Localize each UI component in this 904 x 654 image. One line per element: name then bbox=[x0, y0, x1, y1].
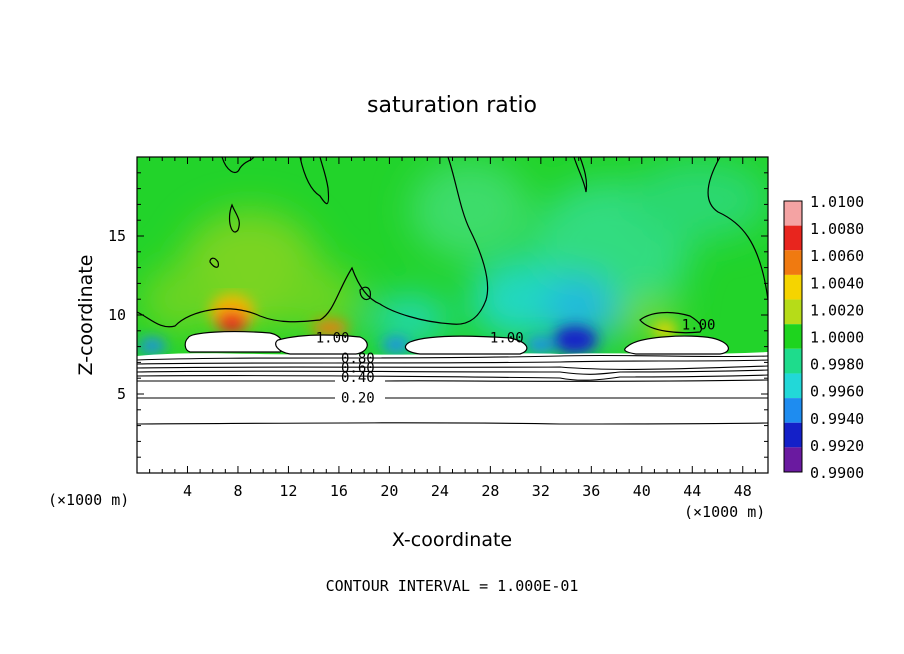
colorbar: 1.0100 1.0080 1.0060 1.0040 1.0020 1.0000 0.99… bbox=[783, 193, 864, 482]
colorbar-swatch bbox=[784, 299, 802, 325]
contour-lines bbox=[137, 157, 768, 334]
stable-contours bbox=[137, 354, 768, 425]
colorbar-swatch bbox=[784, 250, 802, 275]
x-unit-label: (×1000 m) bbox=[684, 503, 765, 521]
colorbar-label: 1.0060 bbox=[810, 247, 864, 265]
y-tick-label: 10 bbox=[108, 306, 126, 324]
x-tick-label: 4 bbox=[183, 482, 192, 500]
x-tick-label: 48 bbox=[734, 482, 752, 500]
field-hotspots bbox=[138, 294, 677, 354]
colorbar-label: 0.9980 bbox=[810, 356, 864, 374]
y-unit-label: (×1000 m) bbox=[48, 491, 129, 509]
colorbar-swatch bbox=[784, 422, 802, 448]
chart-title: saturation ratio bbox=[367, 93, 537, 118]
x-tick-label: 20 bbox=[380, 482, 398, 500]
x-axis: 4 8 12 16 20 24 28 32 36 40 44 48 bbox=[149, 157, 756, 500]
contour-label: 0.40 bbox=[341, 370, 375, 386]
field-blobs bbox=[140, 160, 768, 345]
colorbar-label: 1.0040 bbox=[810, 274, 864, 292]
contour-label: 0.80 bbox=[341, 351, 375, 367]
x-axis-label: X-coordinate bbox=[392, 529, 512, 551]
colorbar-swatch bbox=[784, 225, 802, 251]
colorbar-label: 0.9960 bbox=[810, 383, 864, 401]
colorbar-label: 1.0080 bbox=[810, 220, 864, 238]
contour-label: 0.20 bbox=[341, 390, 375, 406]
x-tick-label: 36 bbox=[582, 482, 600, 500]
lower-layer bbox=[137, 352, 768, 473]
x-tick-label: 32 bbox=[532, 482, 550, 500]
x-tick-label: 40 bbox=[633, 482, 651, 500]
x-tick-label: 44 bbox=[683, 482, 701, 500]
contour-label: 0.60 bbox=[341, 360, 375, 376]
colorbar-label: 1.0000 bbox=[810, 329, 864, 347]
colorbar-label: 1.0100 bbox=[810, 193, 864, 211]
y-tick-label: 15 bbox=[108, 227, 126, 245]
plot-area: 1.00 1.00 1.00 0.800.600.40 0.20 bbox=[137, 157, 768, 473]
x-tick-label: 16 bbox=[330, 482, 348, 500]
cloud-patches bbox=[184, 331, 729, 355]
colorbar-swatch bbox=[784, 348, 802, 374]
colorbar-swatch bbox=[784, 447, 802, 472]
x-tick-label: 8 bbox=[233, 482, 242, 500]
y-tick-label: 5 bbox=[117, 385, 126, 403]
colorbar-label: 0.9940 bbox=[810, 410, 864, 428]
colorbar-label: 0.9900 bbox=[810, 464, 864, 482]
contour-label: 1.00 bbox=[682, 318, 716, 334]
contour-label: 1.00 bbox=[316, 330, 350, 346]
contour-interval-note: CONTOUR INTERVAL = 1.000E-01 bbox=[326, 577, 579, 595]
colorbar-swatch bbox=[784, 398, 802, 423]
contour-label: 1.00 bbox=[490, 330, 524, 346]
colorbar-label: 0.9920 bbox=[810, 437, 864, 455]
colorbar-swatch bbox=[784, 373, 802, 399]
colorbar-swatch bbox=[784, 201, 802, 226]
x-tick-label: 12 bbox=[279, 482, 297, 500]
x-tick-label: 28 bbox=[481, 482, 499, 500]
colorbar-swatch bbox=[784, 274, 802, 300]
colorbar-label: 1.0020 bbox=[810, 301, 864, 319]
contour-label-group: 1.00 1.00 1.00 0.800.600.40 0.20 bbox=[316, 318, 716, 407]
y-axis-label: Z-coordinate bbox=[75, 255, 97, 376]
colorbar-frame bbox=[783, 200, 803, 473]
y-axis: 5 10 15 bbox=[108, 172, 768, 458]
x-tick-label: 24 bbox=[431, 482, 449, 500]
colorbar-swatch bbox=[784, 324, 802, 349]
